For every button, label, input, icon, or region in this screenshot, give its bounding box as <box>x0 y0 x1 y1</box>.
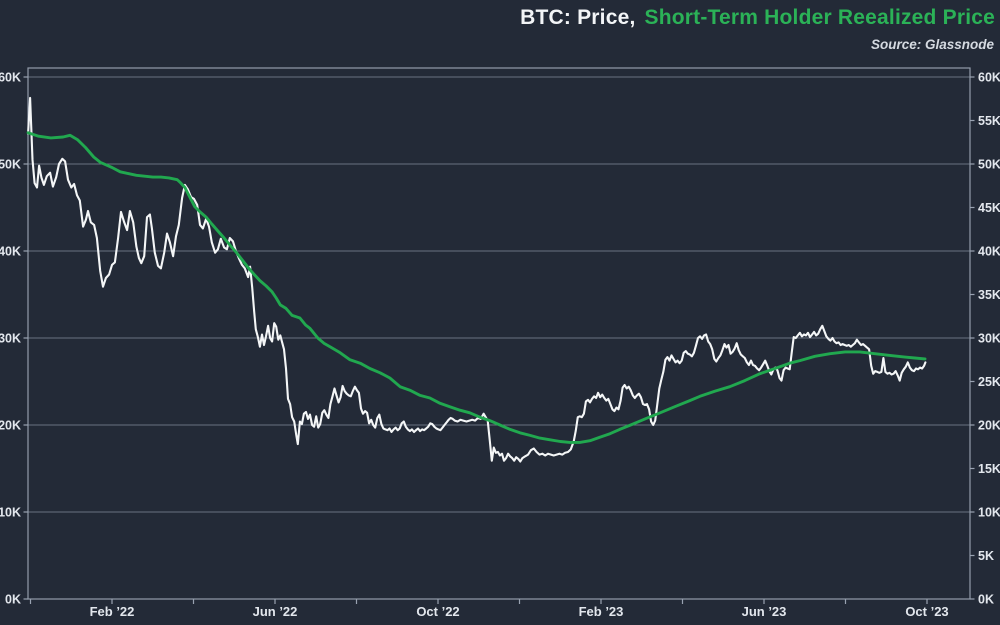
y-axis-label-left: 60K <box>0 71 21 85</box>
y-axis-label-right: 25K <box>978 375 1000 389</box>
y-axis-label-right: 20K <box>978 419 1000 433</box>
y-axis-label-right: 10K <box>978 506 1000 520</box>
y-axis-label-left: 10K <box>0 506 21 520</box>
x-axis-label: Feb ’22 <box>90 604 135 619</box>
x-axis-label: Feb ’23 <box>579 604 624 619</box>
y-axis-label-right: 50K <box>978 158 1000 172</box>
x-axis-label: Jun ’22 <box>253 604 298 619</box>
y-axis-label-left: 30K <box>0 332 21 346</box>
chart-title: BTC: Price, Short-Term Holder Reealized P… <box>520 6 995 30</box>
y-axis-label-right: 45K <box>978 201 1000 215</box>
y-axis-label-right: 60K <box>978 71 1000 85</box>
y-axis-label-right: 0K <box>978 593 994 607</box>
y-axis-label-right: 5K <box>978 549 994 563</box>
y-axis-label-right: 55K <box>978 114 1000 128</box>
y-axis-label-right: 15K <box>978 462 1000 476</box>
x-axis-label: Oct ’22 <box>416 604 459 619</box>
y-axis-label-left: 0K <box>5 593 21 607</box>
y-axis-label-right: 30K <box>978 332 1000 346</box>
x-axis-label: Jun ’23 <box>742 604 787 619</box>
sth-realized-price-line <box>26 131 927 444</box>
y-axis-label-left: 20K <box>0 419 21 433</box>
y-axis-label-right: 35K <box>978 288 1000 302</box>
source-attribution: Source: Glassnode <box>870 37 994 52</box>
y-axis-label-left: 50K <box>0 158 21 172</box>
y-axis-label-right: 40K <box>978 245 1000 259</box>
x-axis-label: Oct ’23 <box>905 604 948 619</box>
plot-border <box>27 67 971 600</box>
chart-title-sth-realized-price: Short-Term Holder Reealized Price <box>644 6 995 29</box>
chart-title-btc-price: BTC: Price, <box>520 6 636 29</box>
btc-price-line <box>27 96 927 463</box>
y-axis-label-left: 40K <box>0 245 21 259</box>
